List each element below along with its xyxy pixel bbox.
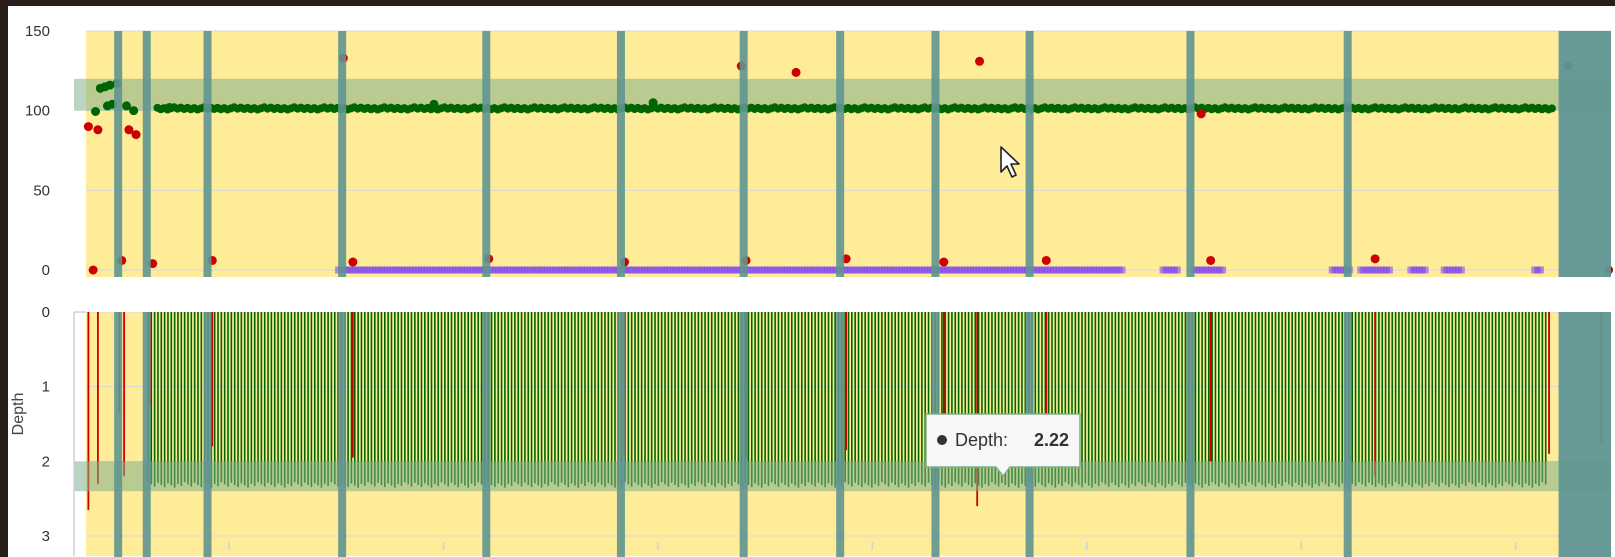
- scatter-point-purple: [1173, 266, 1181, 274]
- scatter-point-red: [124, 125, 134, 135]
- scatter-point-red: [975, 56, 985, 66]
- scatter-point-purple: [1219, 266, 1227, 274]
- scatter-y-tick-label: 0: [42, 262, 50, 279]
- scatter-point-green: [91, 106, 101, 116]
- scatter-point-red: [1370, 254, 1380, 264]
- scatter-panel: [74, 30, 1614, 280]
- scatter-point-red: [83, 122, 93, 132]
- chart-frame: 150 100 50 0 0 1 2 3 Depth Depth: 2.22: [8, 6, 1615, 557]
- scatter-point-green: [429, 99, 439, 109]
- tooltip-bullet-icon: [937, 435, 947, 445]
- scatter-point-purple: [1385, 266, 1393, 274]
- scatter-y-tick-label: 50: [33, 182, 50, 199]
- scatter-point-purple: [1118, 266, 1126, 274]
- tooltip-value: 2.22: [1034, 430, 1069, 450]
- scatter-point-purple: [1457, 266, 1465, 274]
- scatter-point-red: [939, 257, 949, 267]
- scatter-point-green: [105, 80, 115, 90]
- scatter-point-green: [122, 101, 132, 111]
- scatter-point-red: [1041, 255, 1051, 265]
- scatter-point-red: [791, 67, 801, 77]
- scatter-point-red: [131, 130, 141, 140]
- scatter-y-tick-label: 150: [25, 23, 50, 40]
- chart-svg: 150 100 50 0 0 1 2 3 Depth Depth: 2.22: [10, 23, 1615, 557]
- axes: 150 100 50 0 0 1 2 3 Depth: [10, 23, 1615, 557]
- scatter-point-red: [1206, 255, 1216, 265]
- scatter-point-red: [93, 125, 103, 135]
- depth-y-tick-label: 1: [42, 379, 50, 396]
- scatter-point-red: [88, 265, 98, 275]
- scatter-yellow-region: [86, 31, 1559, 280]
- depth-axis-title: Depth: [10, 393, 27, 436]
- depth-y-tick-label: 0: [42, 304, 50, 321]
- depth-y-tick-label: 2: [42, 453, 50, 470]
- scatter-point-red: [1196, 109, 1206, 119]
- tooltip-box: [925, 413, 1081, 478]
- mouse-pointer-icon: [1000, 146, 1020, 178]
- tooltip-label: Depth:: [955, 430, 1008, 450]
- scatter-point-red: [348, 257, 358, 267]
- depth-panel: [74, 311, 1611, 556]
- scatter-point-purple: [1536, 266, 1544, 274]
- depth-tooltip: Depth: 2.22: [925, 413, 1081, 478]
- scatter-point-green: [1547, 104, 1556, 113]
- depth-y-tick-label: 3: [42, 528, 50, 545]
- scatter-point-green: [648, 98, 658, 108]
- scatter-point-green: [164, 102, 174, 112]
- scatter-point-green: [129, 106, 139, 116]
- scatter-point-purple: [1421, 266, 1429, 274]
- panel-gap: [74, 277, 1615, 312]
- scatter-y-tick-label: 100: [25, 103, 50, 120]
